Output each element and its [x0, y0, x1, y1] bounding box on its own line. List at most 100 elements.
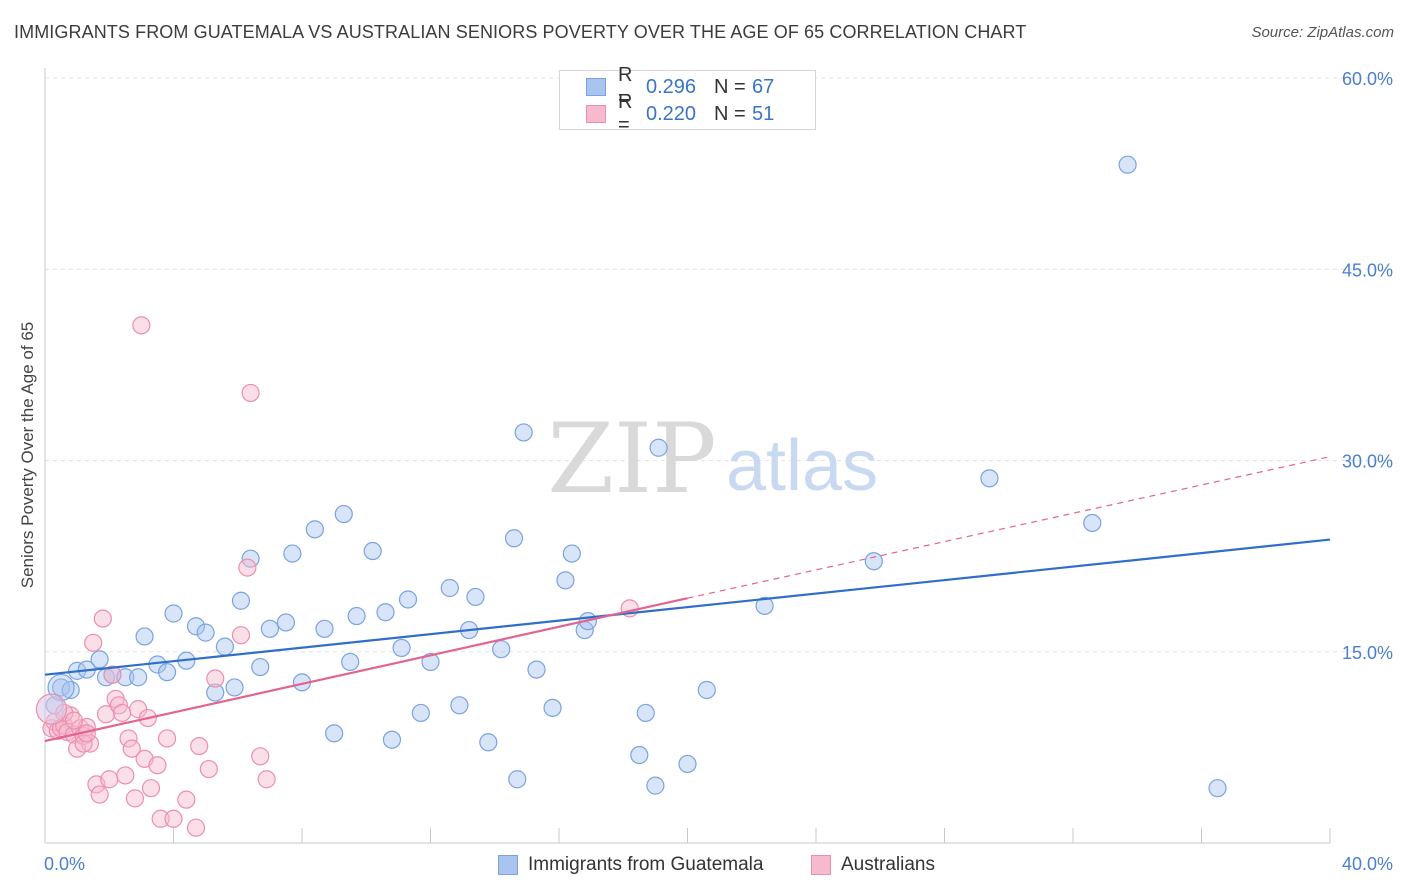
legend-row-guatemala: R = 0.296 N = 67: [586, 64, 775, 109]
bottom-legend-swatch-australians: [811, 855, 831, 875]
correlation-legend: R = 0.296 N = 67 R = 0.220 N = 51: [559, 64, 816, 136]
point-australians: [238, 558, 257, 577]
point-guatemala: [129, 668, 148, 687]
x-tick-label: 40.0%: [1342, 854, 1393, 874]
point-australians: [84, 633, 103, 652]
point-guatemala: [398, 590, 418, 609]
point-guatemala: [382, 730, 402, 749]
point-guatemala: [341, 652, 360, 672]
point-guatemala: [649, 438, 668, 457]
point-guatemala: [543, 698, 562, 717]
bottom-legend-australians: Australians: [811, 852, 935, 878]
point-guatemala: [164, 604, 183, 623]
point-australians: [74, 734, 93, 753]
bottom-legend-swatch-guatemala: [498, 855, 518, 875]
y-tick-label: 45.0%: [1342, 260, 1393, 280]
legend-r-label: R =: [618, 64, 633, 109]
point-guatemala: [276, 613, 296, 632]
point-guatemala: [392, 638, 411, 658]
legend-swatch-guatemala: [586, 78, 606, 96]
point-guatemala: [334, 504, 353, 524]
point-australians: [206, 669, 225, 688]
chart-title: IMMIGRANTS FROM GUATEMALA VS AUSTRALIAN …: [14, 22, 1027, 42]
point-australians: [257, 770, 276, 789]
point-australians: [119, 729, 138, 748]
point-australians: [177, 790, 196, 809]
legend-r-value: 0.296: [646, 75, 697, 98]
legend-r-label: R =: [618, 91, 633, 136]
point-australians: [164, 809, 183, 828]
trend-lines: [44, 456, 1331, 743]
point-australians: [103, 665, 122, 684]
point-guatemala: [206, 683, 225, 702]
point-guatemala: [630, 745, 649, 765]
point-guatemala: [90, 650, 109, 669]
point-guatemala: [260, 619, 279, 638]
point-guatemala: [411, 703, 430, 723]
point-guatemala: [283, 544, 302, 563]
point-guatemala: [556, 571, 575, 590]
point-australians: [241, 383, 260, 403]
data-points: [35, 155, 1227, 837]
point-guatemala: [678, 754, 697, 774]
point-guatemala: [440, 578, 459, 598]
point-guatemala: [251, 657, 270, 677]
point-guatemala: [755, 596, 774, 615]
point-guatemala: [504, 529, 524, 548]
point-guatemala: [697, 680, 716, 700]
point-guatemala: [421, 652, 440, 672]
point-guatemala: [347, 606, 366, 626]
trend-line-australians: [44, 597, 688, 743]
point-guatemala: [646, 776, 665, 795]
point-australians: [90, 785, 109, 804]
point-guatemala: [215, 637, 234, 656]
point-australians: [96, 705, 116, 724]
legend-r-value: 0.220: [646, 102, 697, 125]
watermark-zip: ZIP: [547, 403, 716, 515]
point-guatemala: [636, 703, 655, 723]
point-australians: [190, 736, 209, 756]
point-australians: [116, 766, 135, 785]
legend-n-label: N =: [714, 75, 746, 98]
watermark-atlas: atlas: [726, 426, 878, 506]
point-australians: [151, 809, 170, 828]
point-guatemala: [363, 541, 382, 561]
point-guatemala: [450, 696, 469, 715]
bottom-legend-guatemala: Immigrants from Guatemala: [498, 852, 763, 878]
point-guatemala: [562, 544, 581, 563]
legend-n-label: N =: [714, 102, 746, 125]
legend-n-value: 67: [752, 75, 775, 98]
point-guatemala: [980, 469, 999, 488]
point-australians: [186, 818, 206, 837]
point-australians: [125, 789, 145, 808]
point-guatemala: [514, 423, 533, 442]
point-australians: [112, 703, 132, 723]
point-guatemala: [186, 617, 206, 636]
point-guatemala: [1118, 155, 1137, 174]
point-australians: [64, 711, 84, 730]
point-guatemala: [492, 640, 511, 659]
source-credit: Source: ZipAtlas.com: [1251, 24, 1394, 41]
point-australians: [93, 609, 112, 628]
point-guatemala: [527, 660, 546, 679]
legend-n-value: 51: [752, 102, 775, 125]
y-tick-label: 30.0%: [1342, 452, 1393, 472]
point-guatemala: [231, 591, 251, 610]
point-guatemala: [376, 603, 395, 622]
point-guatemala: [479, 733, 498, 752]
point-australians: [132, 316, 151, 335]
point-australians: [199, 759, 218, 779]
point-australians: [251, 747, 270, 766]
point-guatemala: [135, 627, 154, 646]
x-tick-label: 0.0%: [44, 854, 85, 874]
point-australians: [157, 729, 177, 748]
point-australians: [141, 779, 161, 798]
y-tick-label: 15.0%: [1342, 643, 1393, 663]
point-guatemala: [508, 770, 527, 789]
point-australians: [231, 626, 251, 645]
point-australians-cluster: [35, 693, 68, 725]
point-guatemala: [325, 724, 344, 743]
point-australians: [122, 739, 141, 758]
point-australians: [100, 770, 119, 789]
